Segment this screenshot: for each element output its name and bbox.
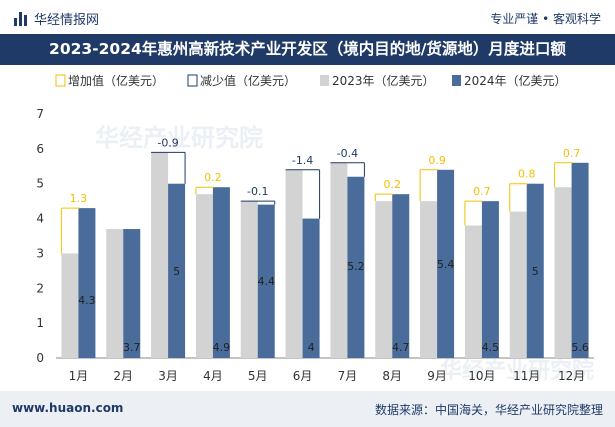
change-bracket <box>240 200 276 205</box>
change-label: 0.7 <box>563 147 581 160</box>
bar-2024 <box>78 208 96 358</box>
legend-swatch <box>55 74 66 87</box>
bar-2023 <box>285 169 303 358</box>
x-tick-label: 7月 <box>338 369 358 383</box>
y-tick-label: 2 <box>36 281 44 295</box>
value-label-2024: 4.9 <box>213 341 231 354</box>
footer-source: 数据来源：中国海关，华经产业研究院整理 <box>374 403 603 417</box>
bar-2023 <box>554 187 572 358</box>
x-tick-label: 8月 <box>382 369 402 383</box>
value-label-2024: 5.2 <box>347 260 365 273</box>
brand-name: 华经情报网 <box>34 13 100 28</box>
change-bracket <box>195 186 214 195</box>
x-tick-label: 3月 <box>158 369 178 383</box>
value-label-2024: 5 <box>173 265 180 278</box>
bar-2024 <box>212 187 230 358</box>
value-label-2024: 4.4 <box>258 275 276 288</box>
watermark-text: 华经产业研究院 <box>440 358 594 384</box>
value-label-2024: 5 <box>532 265 539 278</box>
value-label-2024: 5.4 <box>437 258 455 271</box>
change-label: -0.9 <box>157 136 178 149</box>
value-label-2024: 4.5 <box>482 341 500 354</box>
bar-2024 <box>257 204 275 358</box>
y-tick-label: 1 <box>36 316 44 330</box>
bar-chart-logo-icon <box>14 11 28 26</box>
footer: www.huaon.com 数据来源：中国海关，华经产业研究院整理 <box>0 391 615 427</box>
chart-title: 2023-2024年惠州高新技术产业开发区（境内目的地/货源地）月度进口额 <box>0 34 615 65</box>
watermark-text: 华经产业研究院 <box>95 124 263 152</box>
x-tick-label: 2月 <box>113 369 133 383</box>
change-bracket <box>554 162 573 188</box>
bar-2023 <box>151 152 169 358</box>
bar-2024 <box>571 162 589 358</box>
bar-2024 <box>481 201 499 358</box>
bar-2023 <box>106 229 124 358</box>
value-label-2024: 4.7 <box>392 341 410 354</box>
bar-2024 <box>168 183 186 358</box>
bar-2023 <box>420 201 438 358</box>
footer-url[interactable]: www.huaon.com <box>12 401 124 415</box>
legend-swatch <box>187 74 198 87</box>
bar-2024 <box>302 218 320 358</box>
bar-2024 <box>123 229 141 358</box>
x-tick-label: 1月 <box>69 369 89 383</box>
legend-swatch <box>452 75 461 86</box>
change-bracket <box>60 207 80 254</box>
x-tick-label: 4月 <box>203 369 223 383</box>
bar-2023 <box>195 194 213 358</box>
bar-2024 <box>437 169 455 358</box>
bar-2023 <box>330 162 348 358</box>
change-label: -1.4 <box>292 154 313 167</box>
y-tick-label: 5 <box>36 177 44 191</box>
change-bracket <box>509 183 528 212</box>
value-label-2024: 5.6 <box>571 341 589 354</box>
bar-2024 <box>347 176 365 358</box>
y-tick-label: 4 <box>36 212 44 226</box>
change-label: -0.1 <box>247 185 268 198</box>
bar-2024 <box>526 183 544 358</box>
change-label: 0.7 <box>473 185 491 198</box>
legend-swatch <box>320 75 329 86</box>
change-bracket <box>464 200 483 226</box>
change-bracket <box>285 169 321 219</box>
x-tick-label: 10月 <box>468 369 495 383</box>
slogan: 专业严谨 • 客观科学 <box>490 12 601 26</box>
bar-2023 <box>464 225 482 358</box>
x-tick-label: 11月 <box>513 369 540 383</box>
legend-label: 增加值（亿美元） <box>68 73 164 88</box>
change-bracket <box>151 151 186 184</box>
change-bracket <box>330 162 365 177</box>
bar-2023 <box>240 201 258 358</box>
change-label: 0.9 <box>428 154 446 167</box>
y-tick-label: 3 <box>36 246 44 260</box>
legend-label: 减少值（亿美元） <box>200 73 296 88</box>
change-bracket <box>419 169 439 202</box>
x-tick-label: 6月 <box>293 369 313 383</box>
change-bracket <box>374 193 394 202</box>
bar-2024 <box>392 194 410 358</box>
change-label: 0.2 <box>384 178 402 191</box>
y-tick-label: 0 <box>36 351 44 365</box>
legend-label: 2024年（亿美元） <box>464 73 567 88</box>
value-label-2024: 4.3 <box>78 294 96 307</box>
bar-2023 <box>375 201 393 358</box>
change-label: 0.2 <box>204 171 222 184</box>
change-label: 0.8 <box>518 168 536 181</box>
legend-label: 2023年（亿美元） <box>332 73 435 88</box>
brand: 华经情报网 <box>14 9 99 28</box>
y-tick-label: 6 <box>36 142 44 156</box>
bar-2023 <box>61 253 79 358</box>
bar-2023 <box>509 211 527 358</box>
x-tick-label: 9月 <box>427 369 447 383</box>
value-label-2024: 4 <box>308 341 315 354</box>
change-label: 1.3 <box>70 192 88 205</box>
change-label: -0.4 <box>337 147 358 160</box>
top-bar: 华经情报网 专业严谨 • 客观科学 <box>0 0 615 34</box>
y-tick-label: 7 <box>36 107 44 121</box>
x-tick-label: 5月 <box>248 369 268 383</box>
x-tick-label: 12月 <box>558 369 585 383</box>
value-label-2024: 3.7 <box>123 341 141 354</box>
